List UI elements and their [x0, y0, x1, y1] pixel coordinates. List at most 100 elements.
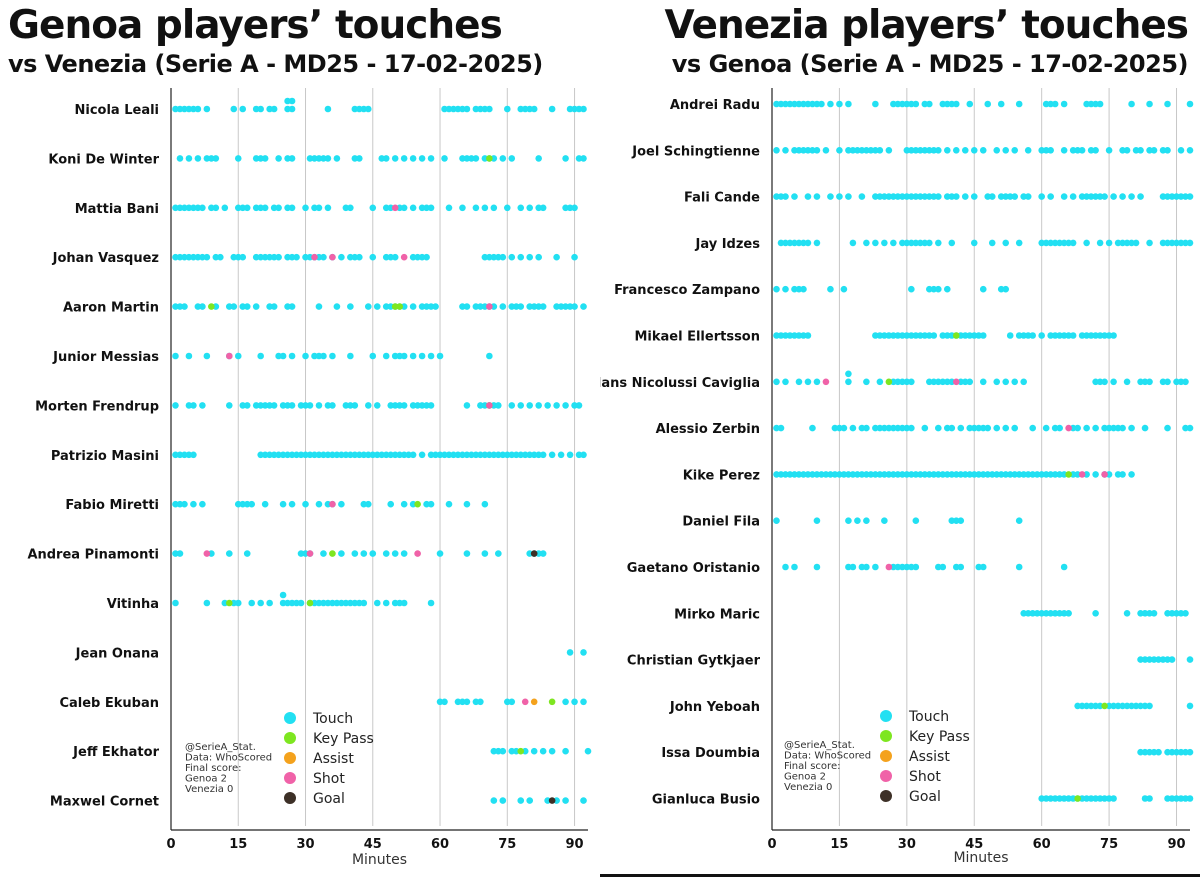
touch-dot	[921, 424, 929, 432]
touch-dot	[356, 253, 363, 261]
touch-dot	[261, 204, 269, 212]
touch-dot	[1002, 285, 1010, 293]
legend-marker	[880, 730, 892, 742]
touch-dot	[463, 698, 471, 706]
touch-dot	[930, 332, 938, 339]
goal-dot	[530, 550, 538, 557]
touch-dot	[584, 747, 592, 755]
touch-dot	[1069, 193, 1077, 200]
touch-dot	[275, 253, 282, 261]
touch-dot	[827, 193, 834, 200]
touch-dot	[391, 253, 399, 261]
player-name: Patrizio Masini	[51, 449, 159, 464]
touch-dot	[1182, 610, 1189, 617]
touch-dot	[508, 155, 516, 162]
touch-dot	[580, 797, 587, 804]
player-name: Jeff Ekhator	[72, 745, 159, 760]
touch-dot	[876, 378, 884, 386]
touch-dot	[275, 155, 282, 162]
touch-dot	[993, 378, 1001, 386]
touch-dot	[935, 285, 942, 293]
touch-dot	[369, 550, 377, 557]
touch-dot	[221, 204, 229, 212]
touch-dot	[1182, 378, 1189, 386]
touch-dot	[1096, 239, 1104, 247]
touch-dot	[1186, 424, 1194, 432]
shot-dot	[329, 500, 336, 508]
shot-dot	[329, 253, 336, 261]
touch-dot	[970, 147, 978, 154]
touch-dot	[338, 550, 345, 557]
player-name: Jay Idzes	[695, 237, 761, 252]
touch-dot	[230, 105, 238, 113]
credit-text: Venezia 0	[784, 782, 832, 793]
touch-dot	[1060, 100, 1068, 108]
touch-dot	[1110, 795, 1117, 802]
player-name: Mirko Maric	[674, 607, 760, 622]
touch-dot	[288, 352, 296, 360]
touch-dot	[571, 253, 578, 261]
touch-dot	[562, 797, 569, 804]
legend-marker	[284, 772, 296, 784]
touch-dot	[400, 155, 408, 162]
touch-dot	[306, 402, 314, 409]
touch-dot	[248, 599, 256, 607]
player-name: Andrea Pinamonti	[27, 548, 159, 563]
legend-label: Assist	[909, 749, 950, 765]
touch-dot	[548, 451, 556, 459]
touch-dot	[836, 193, 843, 200]
touch-dot	[935, 147, 942, 154]
legend-marker	[284, 792, 296, 804]
touch-dot	[997, 100, 1005, 108]
x-tick-label: 15	[229, 837, 247, 852]
touch-dot	[517, 204, 525, 212]
touch-dot	[553, 402, 560, 409]
touch-dot	[800, 285, 807, 293]
touch-dot	[499, 747, 507, 755]
touch-dot	[1056, 424, 1063, 432]
key-pass-dot	[1074, 795, 1081, 802]
touch-dot	[912, 563, 920, 571]
touch-dot	[1146, 795, 1153, 802]
touch-dot	[315, 303, 323, 310]
legend-marker	[284, 752, 296, 764]
touch-dot	[203, 352, 211, 360]
touch-dot	[952, 193, 960, 200]
key-pass-dot	[1101, 702, 1108, 710]
touch-dot	[804, 239, 812, 247]
touch-dot	[495, 402, 502, 409]
touch-dot	[194, 105, 202, 113]
touch-dot	[952, 147, 960, 154]
touch-dot	[827, 285, 834, 293]
legend-label: Touch	[312, 711, 353, 727]
touch-dot	[813, 517, 821, 524]
shot-dot	[306, 550, 314, 557]
touch-dot	[445, 500, 453, 508]
touch-dot	[1119, 424, 1126, 432]
shot-dot	[486, 402, 493, 409]
touch-dot	[463, 550, 471, 557]
touch-dot	[517, 253, 525, 261]
touch-dot	[988, 239, 996, 247]
player-name: Daniel Fila	[682, 515, 760, 530]
touch-dot	[1060, 563, 1068, 571]
touch-dot	[782, 147, 789, 154]
touch-dot	[970, 193, 978, 200]
touch-dot	[288, 155, 296, 162]
touch-dot	[333, 303, 341, 310]
touch-dot	[324, 204, 332, 212]
touch-dot	[943, 147, 951, 154]
player-name: Maxwel Cornet	[50, 795, 159, 810]
shot-dot	[1101, 471, 1108, 478]
touch-dot	[288, 105, 296, 113]
touch-dot	[993, 424, 1001, 432]
touch-dot	[172, 402, 179, 409]
touch-dot	[432, 303, 439, 310]
touch-dot	[477, 698, 484, 706]
player-name: Fali Cande	[684, 191, 760, 206]
touch-dot	[333, 155, 341, 162]
key-pass-dot	[517, 747, 525, 755]
chart-subtitle: vs Venezia (Serie A - MD25 - 17-02-2025)	[8, 50, 543, 78]
touch-dot	[1038, 332, 1045, 339]
player-name: Fabio Miretti	[65, 498, 159, 513]
